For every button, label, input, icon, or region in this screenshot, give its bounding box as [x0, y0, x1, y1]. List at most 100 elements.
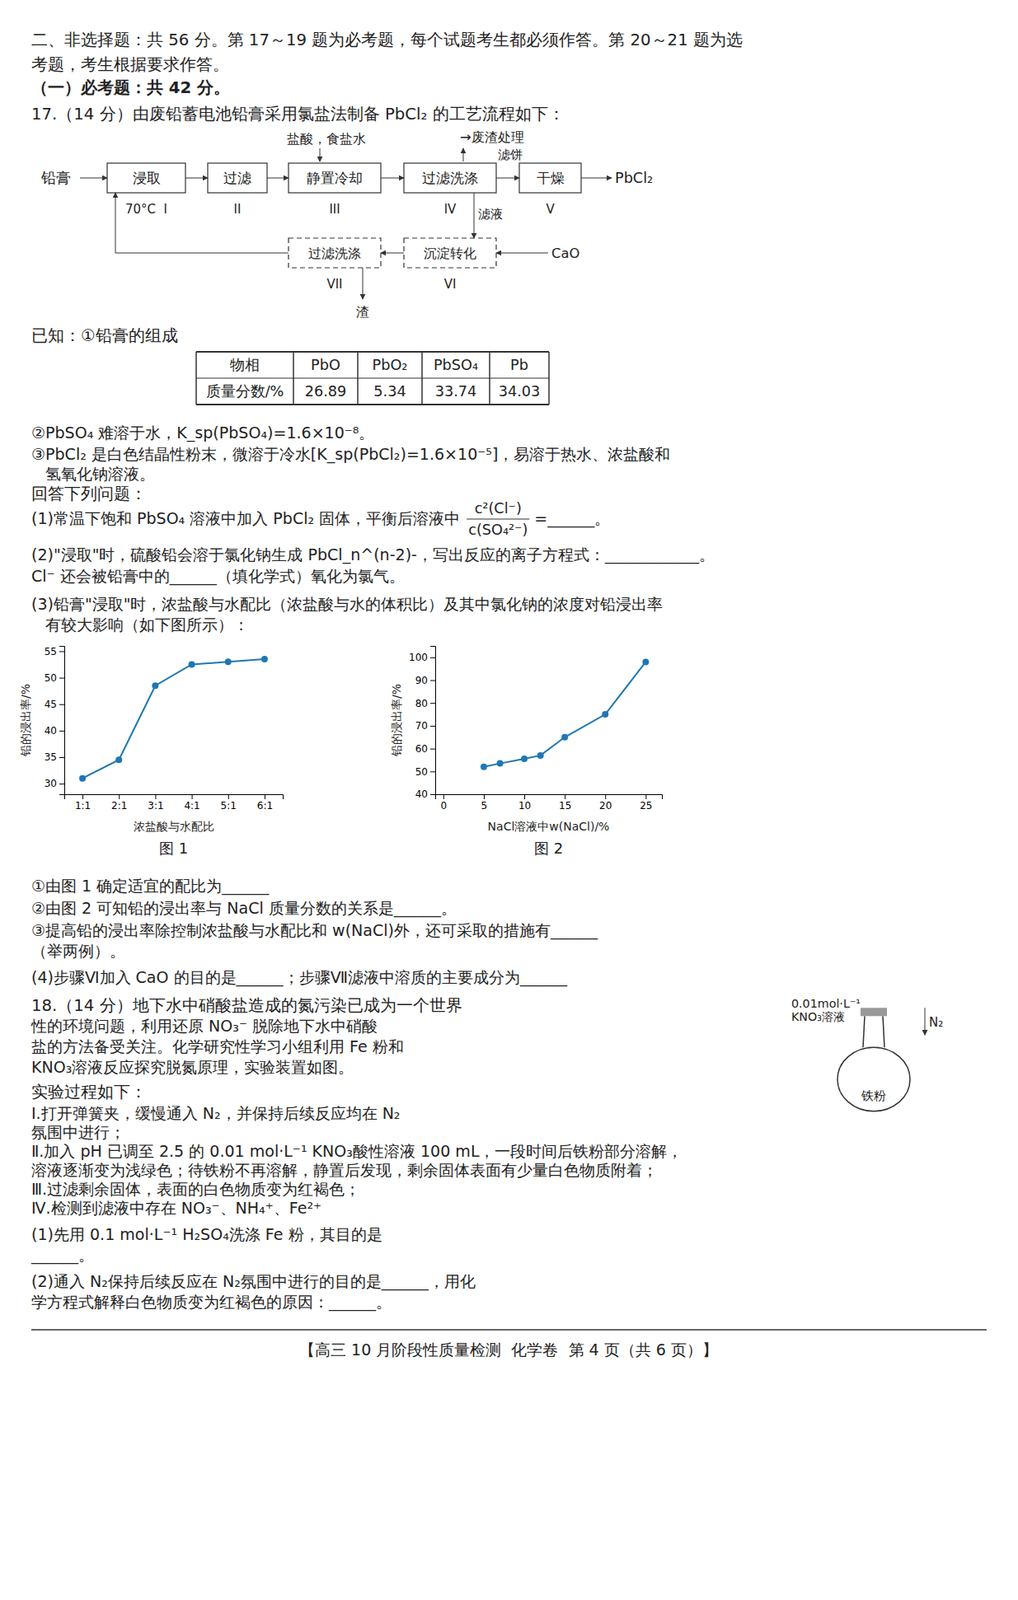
tick-label: 50	[415, 766, 428, 779]
series-line	[82, 659, 265, 779]
tick-mark	[430, 680, 436, 682]
table-cell: 26.89	[304, 383, 348, 400]
y-axis-tick: 90	[415, 675, 436, 687]
x-axis-title: NaCl溶液中w(NaCl)/%	[487, 820, 610, 834]
tick-mark	[59, 704, 65, 706]
flow-step-number: III	[328, 201, 340, 217]
text: 学方程式解释白色物质变为红褐色的原因：______。	[31, 1293, 392, 1313]
y-axis-tick: 40	[44, 725, 65, 737]
tick-mark	[443, 794, 445, 800]
question-title: 17.（14 分）由废铅蓄电池铅膏采用氯盐法制备 PbCl₂ 的工艺流程如下：	[31, 104, 565, 124]
text: 溶液逐渐变为浅绿色；待铁粉不再溶解，静置后发现，剩余固体表面有少量白色物质附着；	[31, 1161, 658, 1180]
tick-mark	[430, 794, 436, 796]
text: 性的环境问题，利用还原 NO₃⁻ 脱除地下水中硝酸	[30, 1017, 378, 1036]
flow-arrow	[79, 178, 108, 179]
data-point	[642, 658, 649, 666]
flow-label: 滤液	[478, 206, 503, 222]
text: ③PbCl₂ 是白色结晶性粉末，微溶于冷水[K_sp(PbCl₂)=1.6×10…	[31, 445, 671, 465]
text: Ⅰ.打开弹簧夹，缓慢通入 N₂，并保持后续反应均在 N₂	[31, 1104, 401, 1123]
tick-mark	[59, 651, 65, 653]
tick-mark	[192, 794, 193, 800]
tick-label: 40	[44, 725, 57, 737]
tick-mark	[430, 703, 436, 704]
flask-neck	[882, 1016, 885, 1048]
table-rule	[356, 351, 359, 405]
tick-label: 15	[558, 800, 572, 812]
text: KNO₃溶液反应探究脱氮原理，实验装置如图。	[31, 1058, 354, 1077]
data-point	[561, 734, 568, 742]
tick-label: 70	[415, 720, 428, 732]
tick-label: 45	[44, 698, 57, 711]
text: ①由图 1 确定适宜的配比为______	[31, 877, 270, 897]
fraction-bar	[466, 519, 530, 521]
x-axis-tick: 2:1	[111, 794, 127, 812]
flow-label: 渣	[356, 304, 370, 320]
tick-mark	[483, 794, 485, 800]
tick-label: 3:1	[147, 800, 164, 812]
tick-label: 60	[415, 743, 428, 756]
tick-label: 35	[44, 751, 57, 764]
table-cell: 34.03	[498, 383, 541, 400]
apparatus-label: KNO₃溶液	[791, 1010, 845, 1024]
text: 回答下列问题：	[31, 484, 147, 504]
text: 盐的方法备受关注。化学研究性学习小组利用 Fe 粉和	[31, 1037, 404, 1056]
flow-step-number: VI	[444, 276, 457, 292]
tick-mark	[154, 794, 156, 800]
data-point	[115, 756, 122, 764]
x-axis-line	[65, 795, 284, 801]
table-rule	[292, 351, 295, 405]
flow-arrow	[496, 178, 520, 179]
x-axis-tick: 5	[481, 794, 488, 812]
tick-label: 80	[415, 698, 428, 710]
tick-mark	[264, 794, 266, 800]
flow-box	[519, 163, 582, 193]
data-point	[497, 760, 504, 768]
tick-label: 30	[44, 778, 57, 790]
tick-label: 55	[44, 646, 57, 658]
flow-label: →废渣处理	[459, 129, 525, 146]
y-axis-tick: 50	[44, 672, 65, 685]
data-point	[261, 656, 268, 663]
y-axis-tick: 45	[44, 698, 65, 711]
y-axis-tick: 50	[415, 766, 436, 779]
page: 二、非选择题：共 56 分。第 17～19 题为必考题，每个试题考生都必须作答。…	[0, 0, 1018, 1600]
y-axis-tick: 35	[44, 751, 65, 764]
flow-label: 滤饼	[497, 147, 523, 163]
footer: 【高三 10 月阶段性质量检测 化学卷 第 4 页（共 6 页）】	[299, 1341, 718, 1360]
table-rule	[421, 351, 423, 405]
flow-arrow	[496, 253, 549, 254]
header: 二、非选择题：共 56 分。第 17～19 题为必考题，每个试题考生都必须作答。…	[31, 30, 743, 50]
footer-rule	[31, 1329, 987, 1332]
table-header: 物相	[229, 356, 260, 374]
x-axis-line	[436, 795, 663, 801]
x-axis-tick: 0	[440, 794, 448, 812]
flow-arrow	[319, 148, 321, 162]
text: 有较大影响（如下图所示）：	[45, 615, 249, 634]
flow-step-number: 70°C I	[125, 201, 168, 217]
apparatus-label: 铁粉	[860, 1088, 887, 1104]
text: ③提高铅的浸出率除控制浓盐酸与水配比和 w(NaCl)外，还可采取的措施有___…	[31, 921, 599, 941]
y-axis: 30 35 40 45 50 55	[44, 646, 66, 796]
data-point	[188, 661, 196, 669]
plot-area	[480, 658, 649, 770]
flow-step: 过滤洗涤	[422, 169, 479, 187]
tick-mark	[59, 731, 65, 732]
flow-arrow	[267, 178, 289, 179]
text: (1)常温下饱和 PbSO₄ 溶液中加入 PbCl₂ 固体，平衡后溶液中	[31, 509, 460, 528]
flask	[837, 1047, 911, 1112]
flow-arrow	[115, 192, 117, 254]
flow-label: 盐酸，食盐水	[286, 131, 366, 147]
flow-step: 过滤洗涤	[308, 245, 362, 262]
header: 考题，考生根据要求作答。	[31, 55, 230, 75]
flow-step: 沉淀转化	[423, 245, 477, 262]
flow-box	[403, 238, 497, 268]
text: 氢氧化钠溶液。	[45, 464, 155, 484]
text: 氛围中进行；	[31, 1123, 126, 1142]
tick-mark	[430, 726, 436, 728]
text: (3)铅膏"浸取"时，浓盐酸与水配比（浓盐酸与水的体积比）及其中氯化钠的浓度对铅…	[31, 595, 663, 614]
flow-label: PbCl₂	[614, 169, 653, 187]
flow-step-number: IV	[444, 201, 457, 217]
y-axis-title: 铅的浸出率/%	[389, 684, 404, 758]
table-rule	[488, 351, 491, 405]
fraction-denominator: c(SO₄²⁻)	[468, 521, 528, 539]
